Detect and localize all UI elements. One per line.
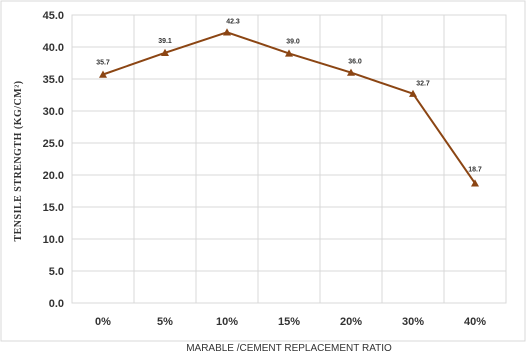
chart-border: [0, 0, 526, 342]
y-tick-label: 45.0: [43, 10, 64, 22]
data-label: 36.0: [348, 59, 362, 66]
x-tick-label: 40%: [464, 316, 486, 328]
y-axis-title: TENSILE STRENGTH (KG/CM²): [13, 80, 24, 241]
x-tick-label: 5%: [157, 316, 173, 328]
data-point-marker: [99, 70, 107, 78]
x-tick-label: 10%: [216, 316, 238, 328]
y-tick-label: 30.0: [43, 106, 64, 118]
y-tick-label: 10.0: [43, 234, 64, 246]
y-axis-ticks: 0.0 5.0 10.0 15.0 20.0 25.0 30.0 35.0 40.0 45.0: [43, 10, 64, 310]
y-tick-label: 35.0: [43, 74, 64, 86]
data-point-marker: [223, 28, 231, 36]
series-group: [99, 28, 479, 187]
data-label: 35.7: [96, 60, 110, 67]
data-point-marker: [285, 49, 293, 57]
data-label: 32.7: [416, 81, 430, 88]
data-label: 42.3: [226, 18, 240, 25]
x-axis-ticks: 0% 5% 10% 15% 20% 30% 40%: [95, 316, 486, 328]
data-label: 39.0: [286, 38, 300, 45]
data-label: 39.1: [158, 38, 172, 45]
y-tick-label: 15.0: [43, 202, 64, 214]
data-point-marker: [471, 179, 479, 187]
x-axis-title: MARABLE /CEMENT REPLACEMENT RATIO: [186, 343, 392, 354]
y-tick-label: 20.0: [43, 170, 64, 182]
data-point-marker: [347, 68, 355, 76]
data-point-marker: [409, 89, 417, 97]
x-tick-label: 0%: [95, 316, 111, 328]
grid-lines: [72, 14, 506, 304]
y-tick-label: 25.0: [43, 138, 64, 150]
y-tick-label: 40.0: [43, 42, 64, 54]
x-tick-label: 30%: [402, 316, 424, 328]
data-label: 18.7: [468, 166, 482, 173]
y-tick-label: 0.0: [49, 298, 64, 310]
data-point-marker: [161, 48, 169, 56]
x-tick-label: 15%: [278, 316, 300, 328]
data-labels: 35.7 39.1 42.3 39.0 36.0 32.7 18.7: [96, 18, 482, 173]
x-tick-label: 20%: [340, 316, 362, 328]
y-tick-label: 5.0: [49, 266, 64, 278]
